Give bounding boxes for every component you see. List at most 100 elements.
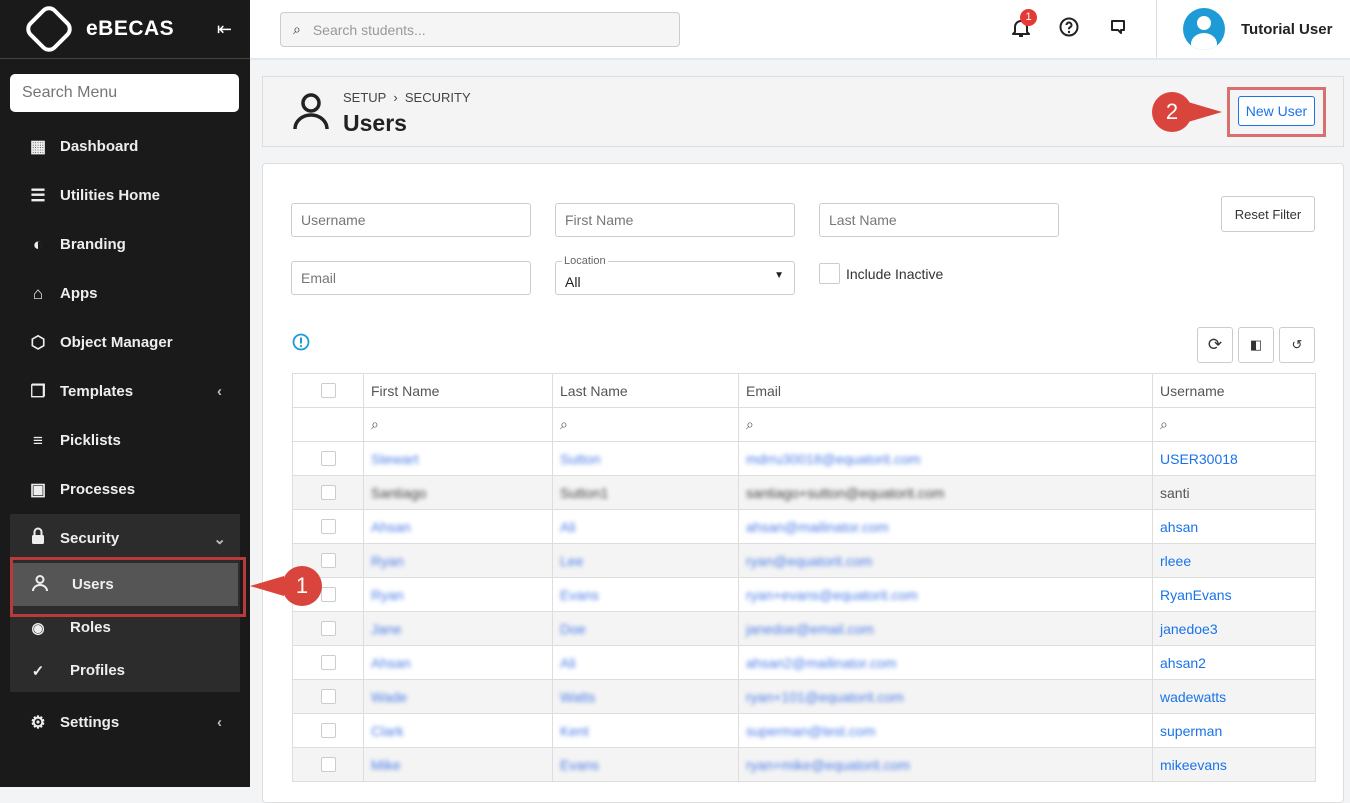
table-row[interactable]: Mike Evans ryan+mike@equatorit.com mikeevan… — [292, 747, 1316, 782]
cell-first-name[interactable]: Jane — [363, 611, 553, 646]
col-username[interactable]: Username — [1152, 373, 1316, 408]
row-checkbox[interactable] — [320, 757, 336, 772]
cell-first-name[interactable]: Ahsan — [363, 645, 553, 680]
sidebar-item-users[interactable]: Users — [12, 563, 238, 606]
row-checkbox[interactable] — [320, 519, 336, 534]
cell-username[interactable]: rleee — [1152, 543, 1316, 578]
table-row[interactable]: Ahsan Ali ahsan2@mailinator.com ahsan2 — [292, 645, 1316, 680]
cell-first-name[interactable]: Stewart — [363, 441, 553, 476]
cell-email[interactable]: ryan+evans@equatorit.com — [738, 577, 1153, 612]
crumb-security[interactable]: SECURITY — [404, 90, 471, 105]
cell-first-name[interactable]: Ryan — [363, 577, 553, 612]
user-menu[interactable]: Tutorial User — [1156, 0, 1332, 58]
cell-email[interactable]: janedoe@email.com — [738, 611, 1153, 646]
row-checkbox[interactable] — [320, 621, 336, 636]
cell-last-name[interactable]: Ali — [552, 645, 739, 680]
row-checkbox[interactable] — [320, 553, 336, 568]
cell-email[interactable]: mdrru30018@equatorit.com — [738, 441, 1153, 476]
cell-first-name[interactable]: Ryan — [363, 543, 553, 578]
sidebar-item-profiles[interactable]: ✓ Profiles — [10, 649, 240, 692]
cell-username[interactable]: RyanEvans — [1152, 577, 1316, 612]
last-name-filter[interactable]: Last Name — [819, 203, 1059, 237]
search-icon[interactable]: ⌕ — [363, 407, 553, 442]
cell-last-name[interactable]: Watts — [552, 679, 739, 714]
search-students-input[interactable]: ⌕ Search students... — [280, 12, 680, 47]
col-email[interactable]: Email — [738, 373, 1153, 408]
table-row[interactable]: Ryan Lee ryan@equatorit.com rleee — [292, 543, 1316, 578]
search-icon[interactable]: ⌕ — [552, 407, 739, 442]
cell-first-name[interactable]: Ahsan — [363, 509, 553, 544]
row-checkbox[interactable] — [320, 723, 336, 738]
table-row[interactable]: Ryan Evans ryan+evans@equatorit.com RyanEva… — [292, 577, 1316, 612]
sidebar-item-templates[interactable]: ❐ Templates ‹ — [0, 367, 250, 416]
sidebar-item-settings[interactable]: ⚙ Settings ‹ — [0, 698, 250, 747]
cell-first-name[interactable]: Clark — [363, 713, 553, 748]
reset-filter-button[interactable]: Reset Filter — [1221, 196, 1315, 232]
search-icon[interactable]: ⌕ — [1152, 407, 1316, 442]
table-row[interactable]: Santiago Sutton1 santiago+sutton@equatorit… — [292, 475, 1316, 510]
new-user-button[interactable]: New User — [1238, 96, 1315, 126]
cell-last-name[interactable]: Doe — [552, 611, 739, 646]
cell-email[interactable]: superman@test.com — [738, 713, 1153, 748]
sidebar-item-processes[interactable]: ▣ Processes — [0, 465, 250, 514]
sidebar-item-object-manager[interactable]: ⬡ Object Manager — [0, 318, 250, 367]
row-checkbox[interactable] — [320, 485, 336, 500]
sidebar-item-security[interactable]: Security ⌄ — [10, 514, 240, 563]
cell-last-name[interactable]: Sutton — [552, 441, 739, 476]
email-filter[interactable]: Email — [291, 261, 531, 295]
cell-username[interactable]: ahsan — [1152, 509, 1316, 544]
cell-username[interactable]: ahsan2 — [1152, 645, 1316, 680]
table-row[interactable]: Clark Kent superman@test.com superman — [292, 713, 1316, 748]
row-checkbox[interactable] — [320, 587, 336, 602]
reset-view-button[interactable]: ↺ — [1279, 327, 1315, 363]
username-filter[interactable]: Username — [291, 203, 531, 237]
cell-last-name[interactable]: Evans — [552, 747, 739, 782]
help-icon[interactable] — [1059, 17, 1079, 42]
cell-first-name[interactable]: Mike — [363, 747, 553, 782]
cell-username[interactable]: USER30018 — [1152, 441, 1316, 476]
cell-last-name[interactable]: Evans — [552, 577, 739, 612]
cell-email[interactable]: ryan@equatorit.com — [738, 543, 1153, 578]
columns-button[interactable]: ◧ — [1238, 327, 1274, 363]
table-row[interactable]: Stewart Sutton mdrru30018@equatorit.com USE… — [292, 441, 1316, 476]
cell-first-name[interactable]: Wade — [363, 679, 553, 714]
cell-last-name[interactable]: Lee — [552, 543, 739, 578]
cell-username[interactable]: mikeevans — [1152, 747, 1316, 782]
cell-email[interactable]: ahsan@mailinator.com — [738, 509, 1153, 544]
chat-icon[interactable] — [1107, 17, 1127, 42]
sidebar-item-picklists[interactable]: ≡ Picklists — [0, 416, 250, 465]
include-inactive-checkbox[interactable] — [819, 263, 840, 284]
collapse-sidebar-icon[interactable]: ⇤ — [216, 18, 232, 39]
search-icon[interactable]: ⌕ — [738, 407, 1153, 442]
sidebar-item-roles[interactable]: ◉ Roles — [10, 606, 240, 649]
cell-email[interactable]: ryan+101@equatorit.com — [738, 679, 1153, 714]
chevron-left-icon: ‹ — [217, 383, 222, 400]
row-checkbox[interactable] — [320, 689, 336, 704]
table-row[interactable]: Jane Doe janedoe@email.com janedoe3 — [292, 611, 1316, 646]
cell-username[interactable]: wadewatts — [1152, 679, 1316, 714]
select-all-checkbox[interactable] — [320, 383, 336, 398]
refresh-button[interactable]: ⟳ — [1197, 327, 1233, 363]
cell-username[interactable]: janedoe3 — [1152, 611, 1316, 646]
location-select[interactable]: All ▼ — [555, 261, 795, 295]
cell-email[interactable]: ryan+mike@equatorit.com — [738, 747, 1153, 782]
row-checkbox[interactable] — [320, 451, 336, 466]
crumb-setup[interactable]: SETUP — [343, 90, 387, 105]
col-first-name[interactable]: First Name — [363, 373, 553, 408]
cell-last-name[interactable]: Kent — [552, 713, 739, 748]
table-row[interactable]: Ahsan Ali ahsan@mailinator.com ahsan — [292, 509, 1316, 544]
sidebar-item-dashboard[interactable]: ▦ Dashboard — [0, 122, 250, 171]
cell-last-name[interactable]: Ali — [552, 509, 739, 544]
col-last-name[interactable]: Last Name — [552, 373, 739, 408]
cell-email[interactable]: ahsan2@mailinator.com — [738, 645, 1153, 680]
info-icon[interactable] — [292, 333, 310, 354]
table-row[interactable]: Wade Watts ryan+101@equatorit.com wadewatts — [292, 679, 1316, 714]
store-icon: ⌂ — [32, 283, 44, 303]
search-menu-input[interactable] — [10, 74, 239, 112]
cell-username[interactable]: superman — [1152, 713, 1316, 748]
sidebar-item-apps[interactable]: ⌂ Apps — [0, 269, 250, 318]
row-checkbox[interactable] — [320, 655, 336, 670]
sidebar-item-branding[interactable]: ◐ Branding — [0, 220, 250, 269]
sidebar-item-utilities-home[interactable]: ☰ Utilities Home — [0, 171, 250, 220]
first-name-filter[interactable]: First Name — [555, 203, 795, 237]
